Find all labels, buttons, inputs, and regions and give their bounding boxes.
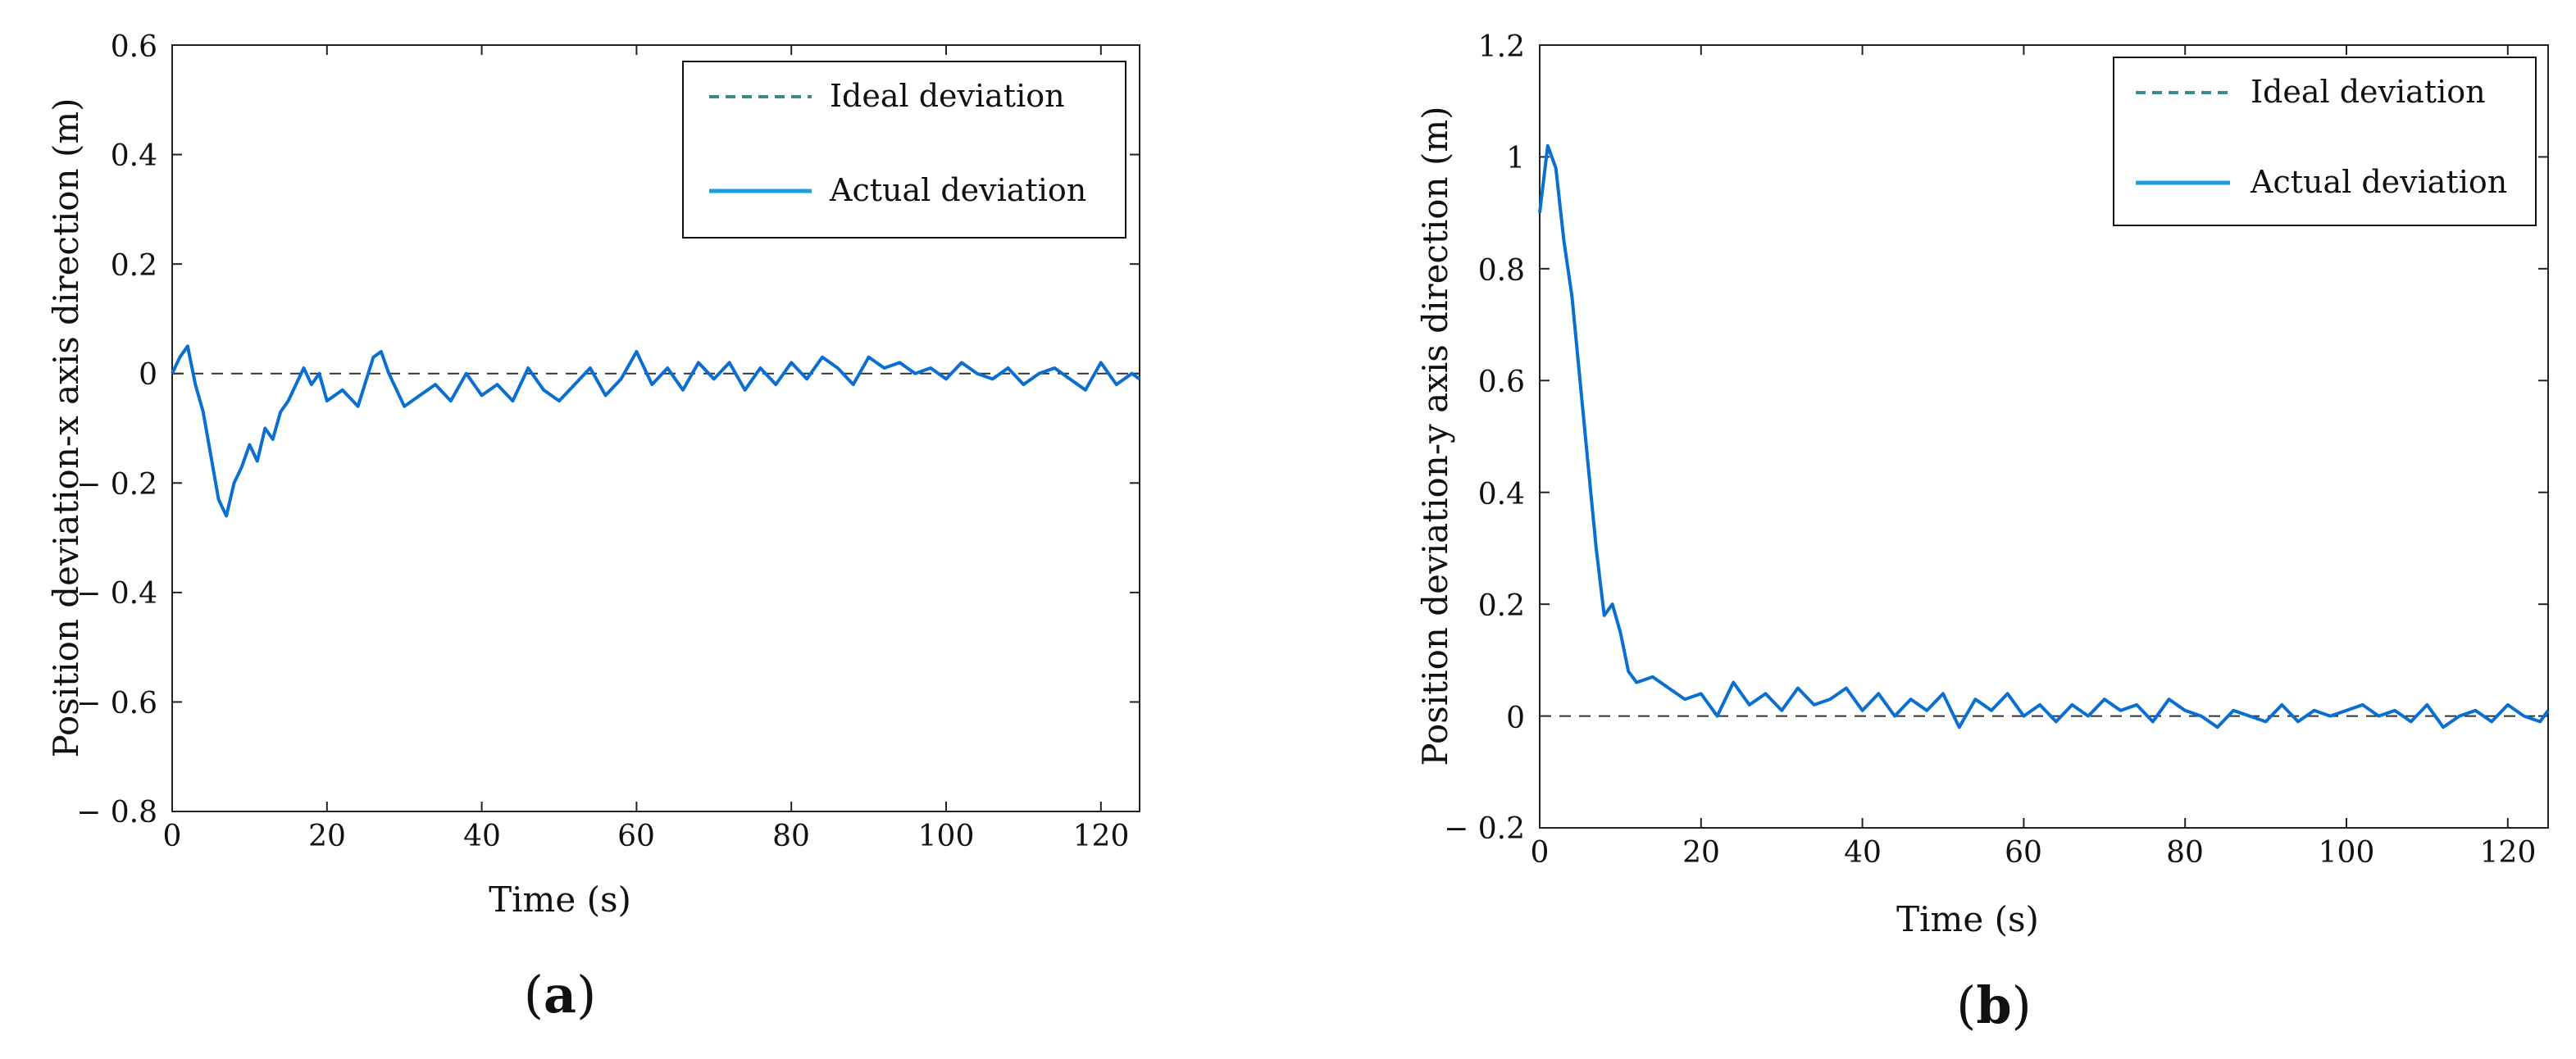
chart-b-panel-open: ( (1956, 975, 1976, 1035)
chart-a-ylabel: Position deviation-x axis direction (m) (46, 98, 86, 757)
chart-a-xtick-label: 80 (772, 820, 810, 853)
chart-b-ytick-label: 0.6 (1478, 366, 1525, 399)
chart-a-plot-frame (171, 44, 1140, 812)
chart-b-xtick-label: 20 (1682, 836, 1720, 870)
chart-a-legend-actual-label: Actual deviation (829, 172, 1086, 208)
chart-b-legend-ideal-label: Ideal deviation (2251, 74, 2486, 110)
chart-b-legend: Ideal deviation Actual deviation (2113, 57, 2537, 226)
chart-a-panel-letter: a (544, 965, 576, 1025)
chart-a-xtick-marks (171, 45, 1102, 811)
chart-a-panel-open: ( (524, 965, 544, 1025)
chart-b-ytick-marks (1540, 44, 2548, 829)
chart-a-ytick-label: − 0.2 (76, 468, 157, 502)
chart-a-ytick-label: 0 (139, 358, 157, 392)
chart-b-xtick-label: 80 (2166, 836, 2204, 870)
chart-b-xtick-label: 120 (2480, 836, 2537, 870)
chart-b-xtick-label: 100 (2319, 836, 2375, 870)
chart-a-xtick-label: 60 (617, 820, 655, 853)
chart-b-ylabel: Position deviation-y axis direction (m) (1415, 106, 1455, 766)
chart-a-xlabel: Time (s) (489, 879, 631, 920)
chart-b-ytick-label: 0.2 (1478, 589, 1525, 623)
chart-b-xtick-label: 60 (2005, 836, 2042, 870)
chart-a-legend-box (682, 61, 1126, 239)
chart-b: 1.2 1 0.8 0.6 0.4 0.2 0 − 0.2 0 20 40 60… (1415, 30, 2550, 1035)
chart-b-legend-box (2113, 57, 2537, 226)
chart-b-ytick-label: 0 (1506, 702, 1525, 735)
chart-a-xtick-label: 120 (1073, 820, 1130, 853)
chart-b-ytick-label: − 0.2 (1444, 812, 1525, 846)
chart-a-ytick-label: − 0.4 (76, 577, 157, 611)
chart-b-xlabel: Time (s) (1896, 899, 2039, 939)
chart-a-ytick-label: − 0.6 (76, 687, 157, 720)
chart-b-panel-letter: b (1976, 975, 2011, 1035)
chart-a-ytick-label: 0.2 (111, 249, 157, 283)
chart-b-actual-line (1538, 143, 2550, 729)
chart-a-xtick-label: 20 (308, 820, 346, 853)
chart-b-ytick-label: 0.4 (1478, 478, 1525, 511)
chart-b-panel-close: ) (2012, 975, 2032, 1035)
chart-a-actual-line (171, 344, 1141, 518)
chart-a: 0.6 0.4 0.2 0 − 0.2 − 0.4 − 0.6 − 0.8 0 … (46, 30, 1141, 1025)
chart-a-legend: Ideal deviation Actual deviation (682, 61, 1126, 239)
chart-b-plot-frame (1539, 44, 2549, 829)
chart-a-legend-ideal-label: Ideal deviation (830, 78, 1065, 114)
chart-a-xtick-label: 0 (163, 820, 182, 853)
chart-a-panel-close: ) (576, 965, 596, 1025)
chart-a-ytick-label: − 0.8 (76, 796, 157, 829)
chart-a-panel-label: (a) (524, 965, 597, 1025)
chart-b-xtick-marks (1539, 45, 2509, 828)
chart-b-ytick-label: 0.8 (1478, 254, 1525, 288)
chart-a-ytick-label: 0.4 (111, 139, 157, 173)
chart-a-xtick-label: 100 (918, 820, 975, 853)
chart-a-xtick-label: 40 (463, 820, 501, 853)
chart-b-xtick-label: 40 (1844, 836, 1882, 870)
chart-b-xtick-label: 0 (1531, 836, 1550, 870)
chart-b-legend-actual-label: Actual deviation (2250, 164, 2507, 200)
chart-b-panel-label: (b) (1956, 975, 2032, 1035)
chart-a-ytick-label: 0.6 (111, 30, 157, 64)
chart-b-ytick-label: 1.2 (1478, 30, 1525, 64)
chart-b-ytick-label: 1 (1506, 142, 1525, 175)
